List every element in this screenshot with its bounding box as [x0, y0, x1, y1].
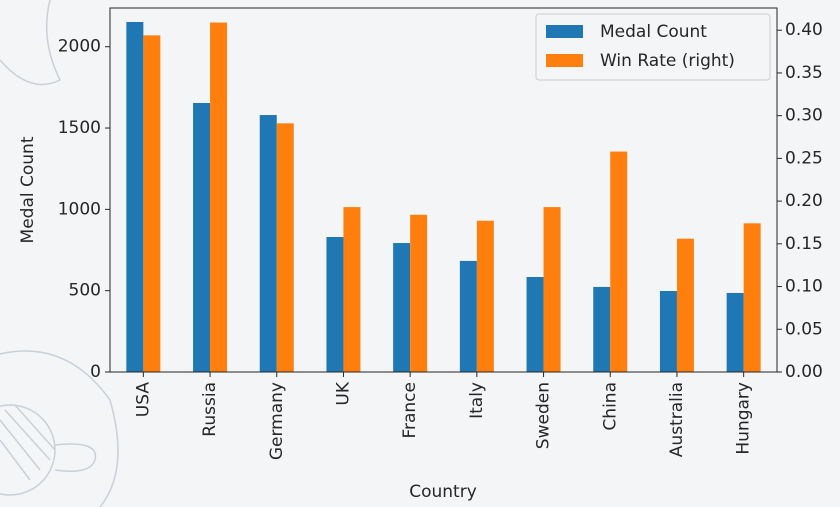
x-tick-label: France — [400, 382, 420, 439]
y-axis-label: Medal Count — [18, 136, 38, 243]
x-tick-label: UK — [333, 381, 353, 405]
y2-tick-label: 0.25 — [785, 148, 823, 168]
decoration — [0, 0, 119, 507]
legend-swatch — [546, 54, 583, 67]
y2-tick-label: 0.30 — [785, 106, 823, 126]
x-tick-label: Russia — [200, 382, 220, 437]
bar — [393, 243, 411, 372]
bar — [276, 123, 294, 372]
x-tick-label: Hungary — [734, 382, 754, 455]
x-tick-label: Germany — [267, 382, 287, 460]
bar — [610, 151, 628, 372]
legend-label: Win Rate (right) — [600, 51, 735, 71]
x-tick-label: Sweden — [534, 382, 554, 449]
y-tick-label: 500 — [69, 281, 101, 301]
x-tick-label: USA — [133, 382, 153, 418]
legend-swatch — [546, 25, 583, 38]
y-tick-label: 1000 — [58, 199, 101, 219]
bar — [193, 102, 211, 373]
legend-label: Medal Count — [600, 22, 707, 42]
bar — [726, 292, 744, 372]
bar — [343, 207, 361, 372]
bar — [259, 115, 277, 372]
y2-tick-label: 0.15 — [785, 234, 823, 254]
y-tick-label: 1500 — [58, 118, 101, 138]
y2-tick-label: 0.05 — [785, 319, 823, 339]
bar — [543, 207, 561, 372]
y2-tick-label: 0.10 — [785, 277, 823, 297]
bar — [326, 237, 344, 372]
legend-box — [535, 13, 771, 81]
bar — [659, 291, 677, 372]
y2-tick-label: 0.40 — [785, 20, 823, 40]
bar — [526, 277, 544, 372]
bar — [459, 260, 477, 372]
y-tick-label: 2000 — [58, 37, 101, 57]
bar — [210, 22, 228, 373]
x-tick-label: Australia — [667, 382, 687, 457]
bar — [476, 220, 494, 372]
x-tick-label: China — [600, 382, 620, 431]
y2-tick-label: 0.35 — [785, 63, 823, 83]
y2-tick-label: 0.20 — [785, 191, 823, 211]
bar — [126, 21, 144, 373]
bar — [143, 35, 161, 373]
y-tick-label: 0 — [90, 362, 101, 382]
plot-frame — [109, 7, 778, 373]
y2-tick-label: 0.00 — [785, 362, 823, 382]
x-axis-label: Country — [409, 482, 477, 502]
bar — [676, 238, 694, 372]
bar — [410, 214, 428, 372]
bar — [743, 223, 761, 372]
bar — [593, 286, 611, 372]
x-tick-label: Italy — [467, 382, 487, 419]
